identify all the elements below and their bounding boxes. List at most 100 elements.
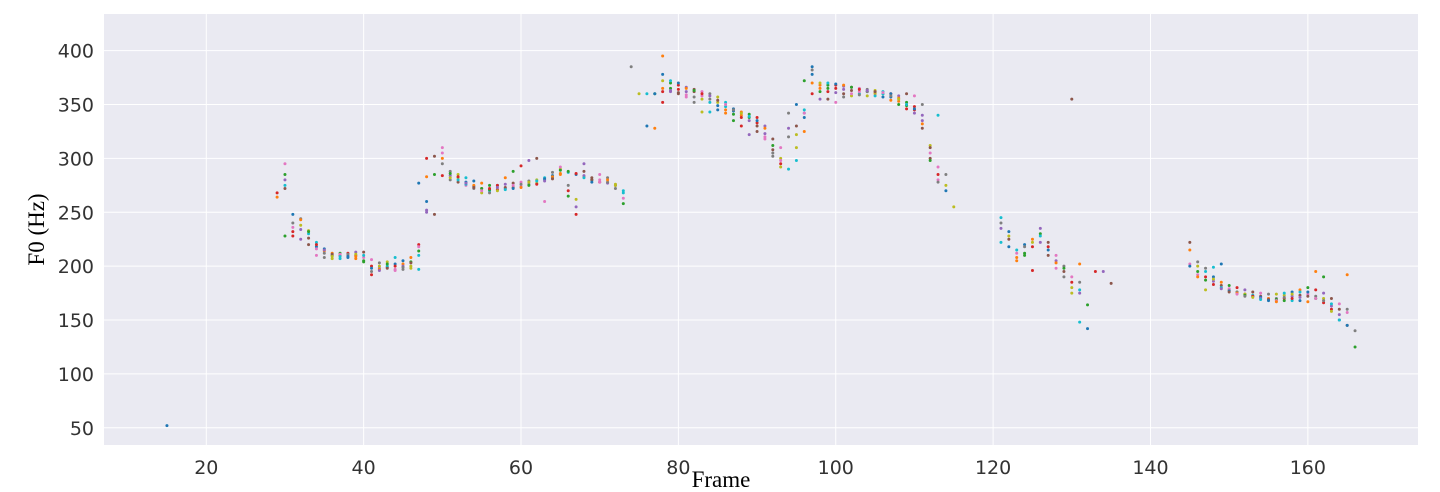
data-point: [535, 156, 539, 160]
data-point: [779, 146, 783, 150]
data-point: [787, 126, 791, 130]
data-point: [393, 256, 397, 260]
data-point: [928, 143, 932, 147]
data-point: [283, 183, 287, 187]
data-point: [425, 199, 429, 203]
data-point: [1267, 299, 1271, 303]
data-point: [1345, 307, 1349, 311]
data-point: [165, 424, 169, 428]
data-point: [291, 221, 295, 225]
data-point: [857, 87, 861, 91]
data-point: [503, 188, 507, 192]
data-point: [1235, 286, 1239, 290]
data-point: [613, 187, 617, 191]
data-point: [472, 185, 476, 189]
data-point: [826, 83, 830, 87]
data-point: [920, 113, 924, 117]
data-point: [645, 124, 649, 128]
data-point: [708, 110, 712, 114]
data-point: [511, 187, 515, 191]
data-point: [417, 253, 421, 257]
data-point: [488, 183, 492, 187]
data-point: [1007, 237, 1011, 241]
data-point: [1015, 259, 1019, 263]
data-point: [810, 92, 814, 96]
data-point: [944, 183, 948, 187]
data-point: [1290, 299, 1294, 303]
data-point: [401, 265, 405, 269]
data-point: [519, 164, 523, 168]
data-point: [621, 189, 625, 193]
data-point: [731, 108, 735, 112]
data-point: [543, 179, 547, 183]
data-point: [818, 81, 822, 85]
data-point: [409, 256, 413, 260]
y-tick-label: 50: [70, 418, 94, 440]
data-point: [1015, 251, 1019, 255]
data-point: [283, 173, 287, 177]
data-point: [912, 94, 916, 98]
data-point: [307, 230, 311, 234]
data-point: [889, 98, 893, 102]
data-point: [842, 95, 846, 99]
data-point: [1298, 290, 1302, 294]
data-point: [999, 221, 1003, 225]
data-point: [417, 243, 421, 247]
data-point: [432, 212, 436, 216]
data-point: [385, 266, 389, 270]
data-point: [574, 197, 578, 201]
data-point: [338, 252, 342, 256]
data-point: [1314, 270, 1318, 274]
data-point: [794, 146, 798, 150]
data-point: [1345, 273, 1349, 277]
data-point: [857, 93, 861, 97]
data-point: [1314, 296, 1318, 300]
data-point: [826, 90, 830, 94]
data-point: [1015, 256, 1019, 260]
x-tick-label: 20: [194, 457, 218, 479]
y-tick-label: 400: [58, 41, 94, 63]
data-point: [314, 245, 318, 249]
data-point: [1329, 309, 1333, 313]
data-point: [621, 191, 625, 195]
data-point: [393, 264, 397, 268]
data-point: [440, 146, 444, 150]
data-point: [354, 250, 358, 254]
data-point: [1306, 294, 1310, 298]
data-point: [842, 92, 846, 96]
data-point: [1290, 296, 1294, 300]
data-point: [999, 240, 1003, 244]
data-point: [873, 90, 877, 94]
data-point: [291, 225, 295, 229]
data-point: [842, 83, 846, 87]
data-point: [519, 180, 523, 184]
data-point: [1219, 284, 1223, 288]
data-point: [794, 159, 798, 163]
data-point: [1086, 327, 1090, 331]
data-point: [519, 182, 523, 186]
data-point: [1227, 284, 1231, 288]
data-point: [1054, 261, 1058, 265]
data-point: [912, 107, 916, 111]
data-point: [401, 259, 405, 263]
data-point: [889, 94, 893, 98]
data-point: [314, 253, 318, 257]
grid-lines: [104, 14, 1418, 445]
data-point: [1070, 291, 1074, 295]
data-point: [1188, 264, 1192, 268]
data-point: [574, 212, 578, 216]
data-point: [676, 83, 680, 87]
data-point: [1314, 294, 1318, 298]
data-point: [448, 178, 452, 182]
data-point: [566, 169, 570, 173]
data-point: [1070, 286, 1074, 290]
data-point: [322, 248, 326, 252]
data-point: [897, 94, 901, 98]
data-point: [936, 165, 940, 169]
data-point: [417, 267, 421, 271]
scatter-series: [283, 68, 1349, 327]
data-point: [1062, 275, 1066, 279]
data-point: [425, 156, 429, 160]
data-point: [425, 208, 429, 212]
